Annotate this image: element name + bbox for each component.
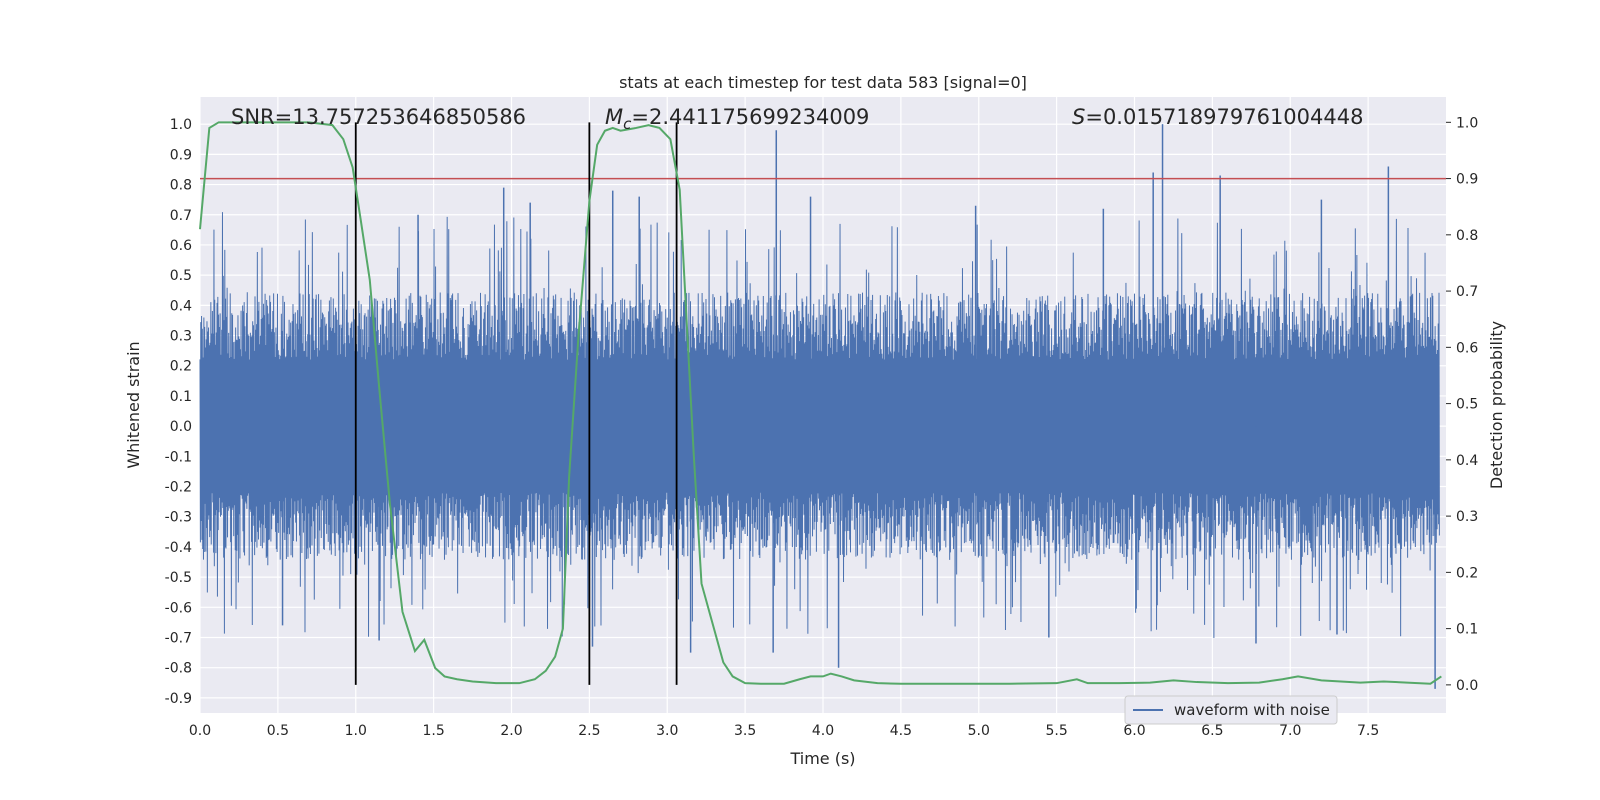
y2-tick-labels: 1.0 0.9 0.8 0.7 0.6 0.5 0.4 0.3 0.2 0.1 0.0 — [1456, 115, 1478, 694]
x-tick-label: 4.0 — [812, 723, 834, 739]
y2-tick-label: 0.1 — [1456, 622, 1478, 638]
y-tick-labels: 1.0 0.9 0.8 0.7 0.6 0.5 0.4 0.3 0.2 0.1 0.0 -0.1 -0.… — [165, 117, 192, 707]
y-tick-label: -0.4 — [165, 540, 192, 556]
probability-line — [199, 121, 1442, 685]
y2-tick-label: 0.3 — [1456, 509, 1478, 525]
waveform-spikes — [281, 124, 1436, 689]
y-tick-label: -0.8 — [165, 661, 192, 677]
x-tick-label: 2.5 — [578, 723, 600, 739]
legend: waveform with noise — [1124, 695, 1338, 725]
x-tick-label: 0.5 — [267, 723, 289, 739]
legend-box — [1124, 695, 1338, 725]
y-tick-label: 0.6 — [170, 238, 192, 254]
waveform-line — [199, 212, 1440, 639]
x-tick-label: 3.0 — [656, 723, 678, 739]
y2-tick-label: 0.8 — [1456, 228, 1478, 244]
chirp-mass-subscript: c — [623, 115, 632, 133]
y2-tick-label: 0.5 — [1456, 397, 1478, 413]
x-tick-label: 5.0 — [968, 723, 990, 739]
x-tick-label: 1.5 — [422, 723, 444, 739]
snr-annotation: SNR=13.757253646850586 — [231, 105, 526, 129]
score-value: =0.015718979761004448 — [1085, 105, 1363, 129]
y-tick-label: -0.6 — [165, 600, 192, 616]
y2-tick-label: 0.7 — [1456, 284, 1478, 300]
vertical-markers — [354, 122, 678, 685]
x-tick-label: 6.5 — [1201, 723, 1223, 739]
chirp-mass-annotation: Mc=2.441175699234009 — [605, 105, 869, 133]
y-tick-label: 0.9 — [170, 147, 192, 163]
y-tick-label: 0.3 — [170, 329, 192, 345]
y-tick-label: 0.4 — [170, 298, 192, 314]
y-tick-label: 0.1 — [170, 389, 192, 405]
y-tick-label: -0.1 — [165, 449, 192, 465]
chart-title: stats at each timestep for test data 583… — [619, 73, 1027, 92]
waveform-series — [199, 212, 1440, 639]
y2-tick-label: 0.0 — [1456, 678, 1478, 694]
x-tick-label: 3.5 — [734, 723, 756, 739]
x-tick-label: 5.5 — [1045, 723, 1067, 739]
y2-tick-label: 0.4 — [1456, 453, 1478, 469]
chirp-mass-value: =2.441175699234009 — [631, 105, 869, 129]
probability-series — [199, 121, 1442, 685]
score-annotation: S=0.015718979761004448 — [1072, 105, 1363, 129]
x-tick-label: 7.0 — [1279, 723, 1301, 739]
y-tick-label: 0.7 — [170, 208, 192, 224]
y-tick-label: -0.9 — [165, 691, 192, 707]
x-tick-label: 4.5 — [890, 723, 912, 739]
x-tick-label: 2.0 — [500, 723, 522, 739]
y-axis-label: Whitened strain — [124, 341, 143, 468]
y2-tick-label: 1.0 — [1456, 115, 1478, 131]
y2-tick-label: 0.6 — [1456, 340, 1478, 356]
y2-tick-label: 0.2 — [1456, 565, 1478, 581]
score-symbol: S — [1072, 105, 1085, 129]
legend-label-waveform: waveform with noise — [1174, 701, 1330, 719]
x-tick-label: 0.0 — [189, 723, 211, 739]
x-tick-label: 7.5 — [1357, 723, 1379, 739]
x-axis-label: Time (s) — [789, 749, 855, 768]
y-tick-label: 1.0 — [170, 117, 192, 133]
y-tick-label: -0.2 — [165, 480, 192, 496]
y-tick-label: -0.3 — [165, 510, 192, 526]
x-tick-label: 1.0 — [345, 723, 367, 739]
y-tick-label: 0.8 — [170, 178, 192, 194]
y-tick-label: 0.0 — [170, 419, 192, 435]
x-tick-labels: 0.0 0.5 1.0 1.5 2.0 2.5 3.0 3.5 4.0 4.5 5.0 5.5 6.0 6… — [189, 723, 1379, 739]
y-tick-label: 0.2 — [170, 359, 192, 375]
y-tick-label: 0.5 — [170, 268, 192, 284]
chirp-mass-symbol: M — [605, 105, 623, 129]
y-tick-label: -0.5 — [165, 570, 192, 586]
y2-tick-label: 0.9 — [1456, 172, 1478, 188]
y2-gridlines — [1446, 121, 1451, 686]
y-tick-label: -0.7 — [165, 631, 192, 647]
y2-axis-label: Detection probability — [1487, 321, 1506, 489]
x-tick-label: 6.0 — [1123, 723, 1145, 739]
